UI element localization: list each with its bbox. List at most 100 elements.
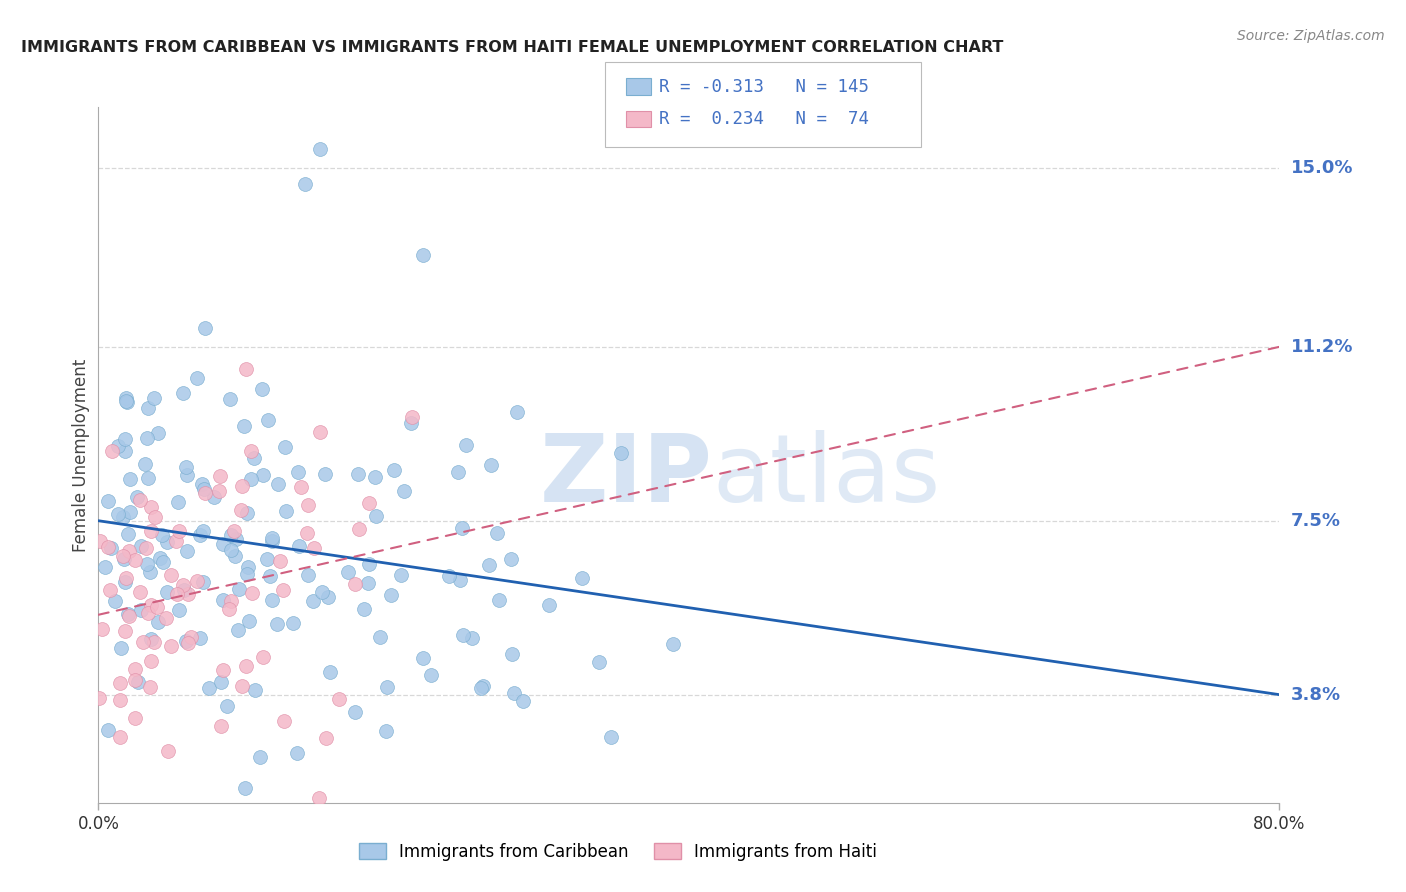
Point xyxy=(343,576,366,591)
Point xyxy=(172,578,194,592)
Point xyxy=(295,526,318,541)
Point xyxy=(359,496,381,510)
Point xyxy=(347,522,370,536)
Point xyxy=(87,691,110,706)
Point xyxy=(224,524,246,538)
Point xyxy=(124,673,146,687)
Point xyxy=(401,409,423,424)
Point xyxy=(135,541,157,555)
Point xyxy=(309,425,332,439)
Point xyxy=(117,527,139,541)
Point xyxy=(506,404,529,418)
Point xyxy=(108,693,131,707)
Point xyxy=(167,524,190,538)
Text: 7.5%: 7.5% xyxy=(1291,512,1340,530)
Point xyxy=(193,483,215,497)
Point xyxy=(194,320,217,334)
Point xyxy=(382,462,405,476)
Point xyxy=(211,593,233,607)
Point xyxy=(375,724,398,739)
Point xyxy=(412,248,434,262)
Text: R = -0.313   N = 145: R = -0.313 N = 145 xyxy=(659,78,869,95)
Point xyxy=(252,650,274,665)
Point xyxy=(115,395,138,409)
Point xyxy=(176,544,198,558)
Point xyxy=(114,574,136,589)
Point xyxy=(336,566,359,580)
Point xyxy=(503,686,526,700)
Point xyxy=(172,385,194,400)
Point xyxy=(249,749,271,764)
Point xyxy=(209,675,232,690)
Point xyxy=(141,500,163,514)
Point xyxy=(228,582,250,596)
Point xyxy=(209,469,232,483)
Point xyxy=(176,468,198,483)
Point xyxy=(193,485,215,500)
Point xyxy=(160,639,183,653)
Point xyxy=(101,444,124,458)
Point xyxy=(364,509,387,524)
Point xyxy=(301,593,323,607)
Point xyxy=(142,635,165,649)
Point xyxy=(311,584,333,599)
Text: 3.8%: 3.8% xyxy=(1291,686,1341,704)
Point xyxy=(252,467,274,482)
Point xyxy=(600,731,623,745)
Point xyxy=(124,662,146,676)
Point xyxy=(136,607,159,621)
Point xyxy=(219,543,242,558)
Point xyxy=(136,470,159,484)
Point xyxy=(412,651,434,665)
Point xyxy=(143,391,166,405)
Point xyxy=(571,571,593,585)
Point xyxy=(218,602,240,616)
Point xyxy=(156,584,179,599)
Point xyxy=(271,583,294,598)
Point xyxy=(128,492,150,507)
Point xyxy=(235,362,257,376)
Point xyxy=(139,598,162,612)
Point xyxy=(470,681,492,695)
Point xyxy=(191,477,214,491)
Point xyxy=(197,681,219,695)
Point xyxy=(108,676,131,690)
Point xyxy=(488,593,510,607)
Point xyxy=(129,584,152,599)
Point xyxy=(166,587,188,601)
Point xyxy=(221,594,243,608)
Point xyxy=(118,544,141,558)
Point xyxy=(231,679,253,693)
Point xyxy=(288,539,311,553)
Point xyxy=(368,630,391,644)
Point xyxy=(129,539,152,553)
Point xyxy=(148,425,170,440)
Point xyxy=(456,438,478,452)
Point xyxy=(141,654,163,668)
Point xyxy=(377,681,399,695)
Point xyxy=(127,674,149,689)
Point xyxy=(449,574,471,588)
Point xyxy=(239,472,262,486)
Point xyxy=(139,680,162,694)
Point xyxy=(112,552,135,566)
Point xyxy=(97,494,120,508)
Point xyxy=(156,535,179,549)
Point xyxy=(114,624,136,638)
Y-axis label: Female Unemployment: Female Unemployment xyxy=(72,359,90,551)
Point xyxy=(218,392,240,407)
Point xyxy=(190,631,212,645)
Point xyxy=(108,731,131,745)
Point xyxy=(235,659,257,673)
Point xyxy=(308,791,330,805)
Point xyxy=(100,541,122,555)
Point xyxy=(450,520,472,534)
Point xyxy=(343,705,366,719)
Point xyxy=(453,628,475,642)
Point xyxy=(662,637,685,651)
Point xyxy=(262,533,284,548)
Point xyxy=(114,391,136,405)
Point xyxy=(221,528,243,542)
Point xyxy=(135,557,157,571)
Point xyxy=(89,534,111,549)
